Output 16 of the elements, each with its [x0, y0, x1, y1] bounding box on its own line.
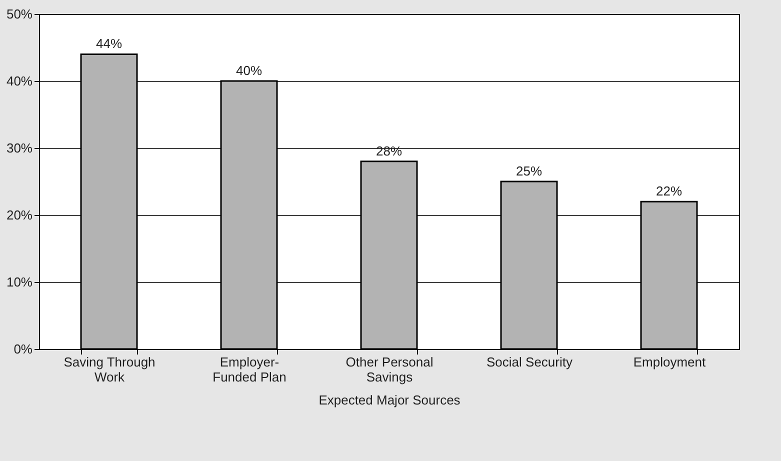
y-tick-label: 10%: [6, 274, 33, 290]
data-label: 25%: [516, 164, 542, 178]
x-axis-title: Expected Major Sources: [318, 392, 461, 408]
x-tick-label: Saving Through Work: [64, 354, 156, 384]
y-tick-label: 30%: [6, 140, 33, 156]
data-label: 40%: [236, 63, 262, 78]
x-tick-label: Employer-Funded Plan: [212, 354, 286, 384]
data-label: 44%: [96, 36, 122, 52]
data-label: 22%: [656, 184, 682, 199]
x-tick-label: Social Security: [486, 354, 573, 370]
y-tick-label: 0%: [14, 342, 33, 356]
x-tick-label: Other Personal Savings: [346, 354, 434, 384]
y-tick-label: 40%: [6, 74, 33, 88]
y-tick-label: 50%: [6, 6, 33, 22]
x-tick-label: Employment: [633, 354, 706, 370]
y-tick-label: 20%: [6, 208, 33, 222]
